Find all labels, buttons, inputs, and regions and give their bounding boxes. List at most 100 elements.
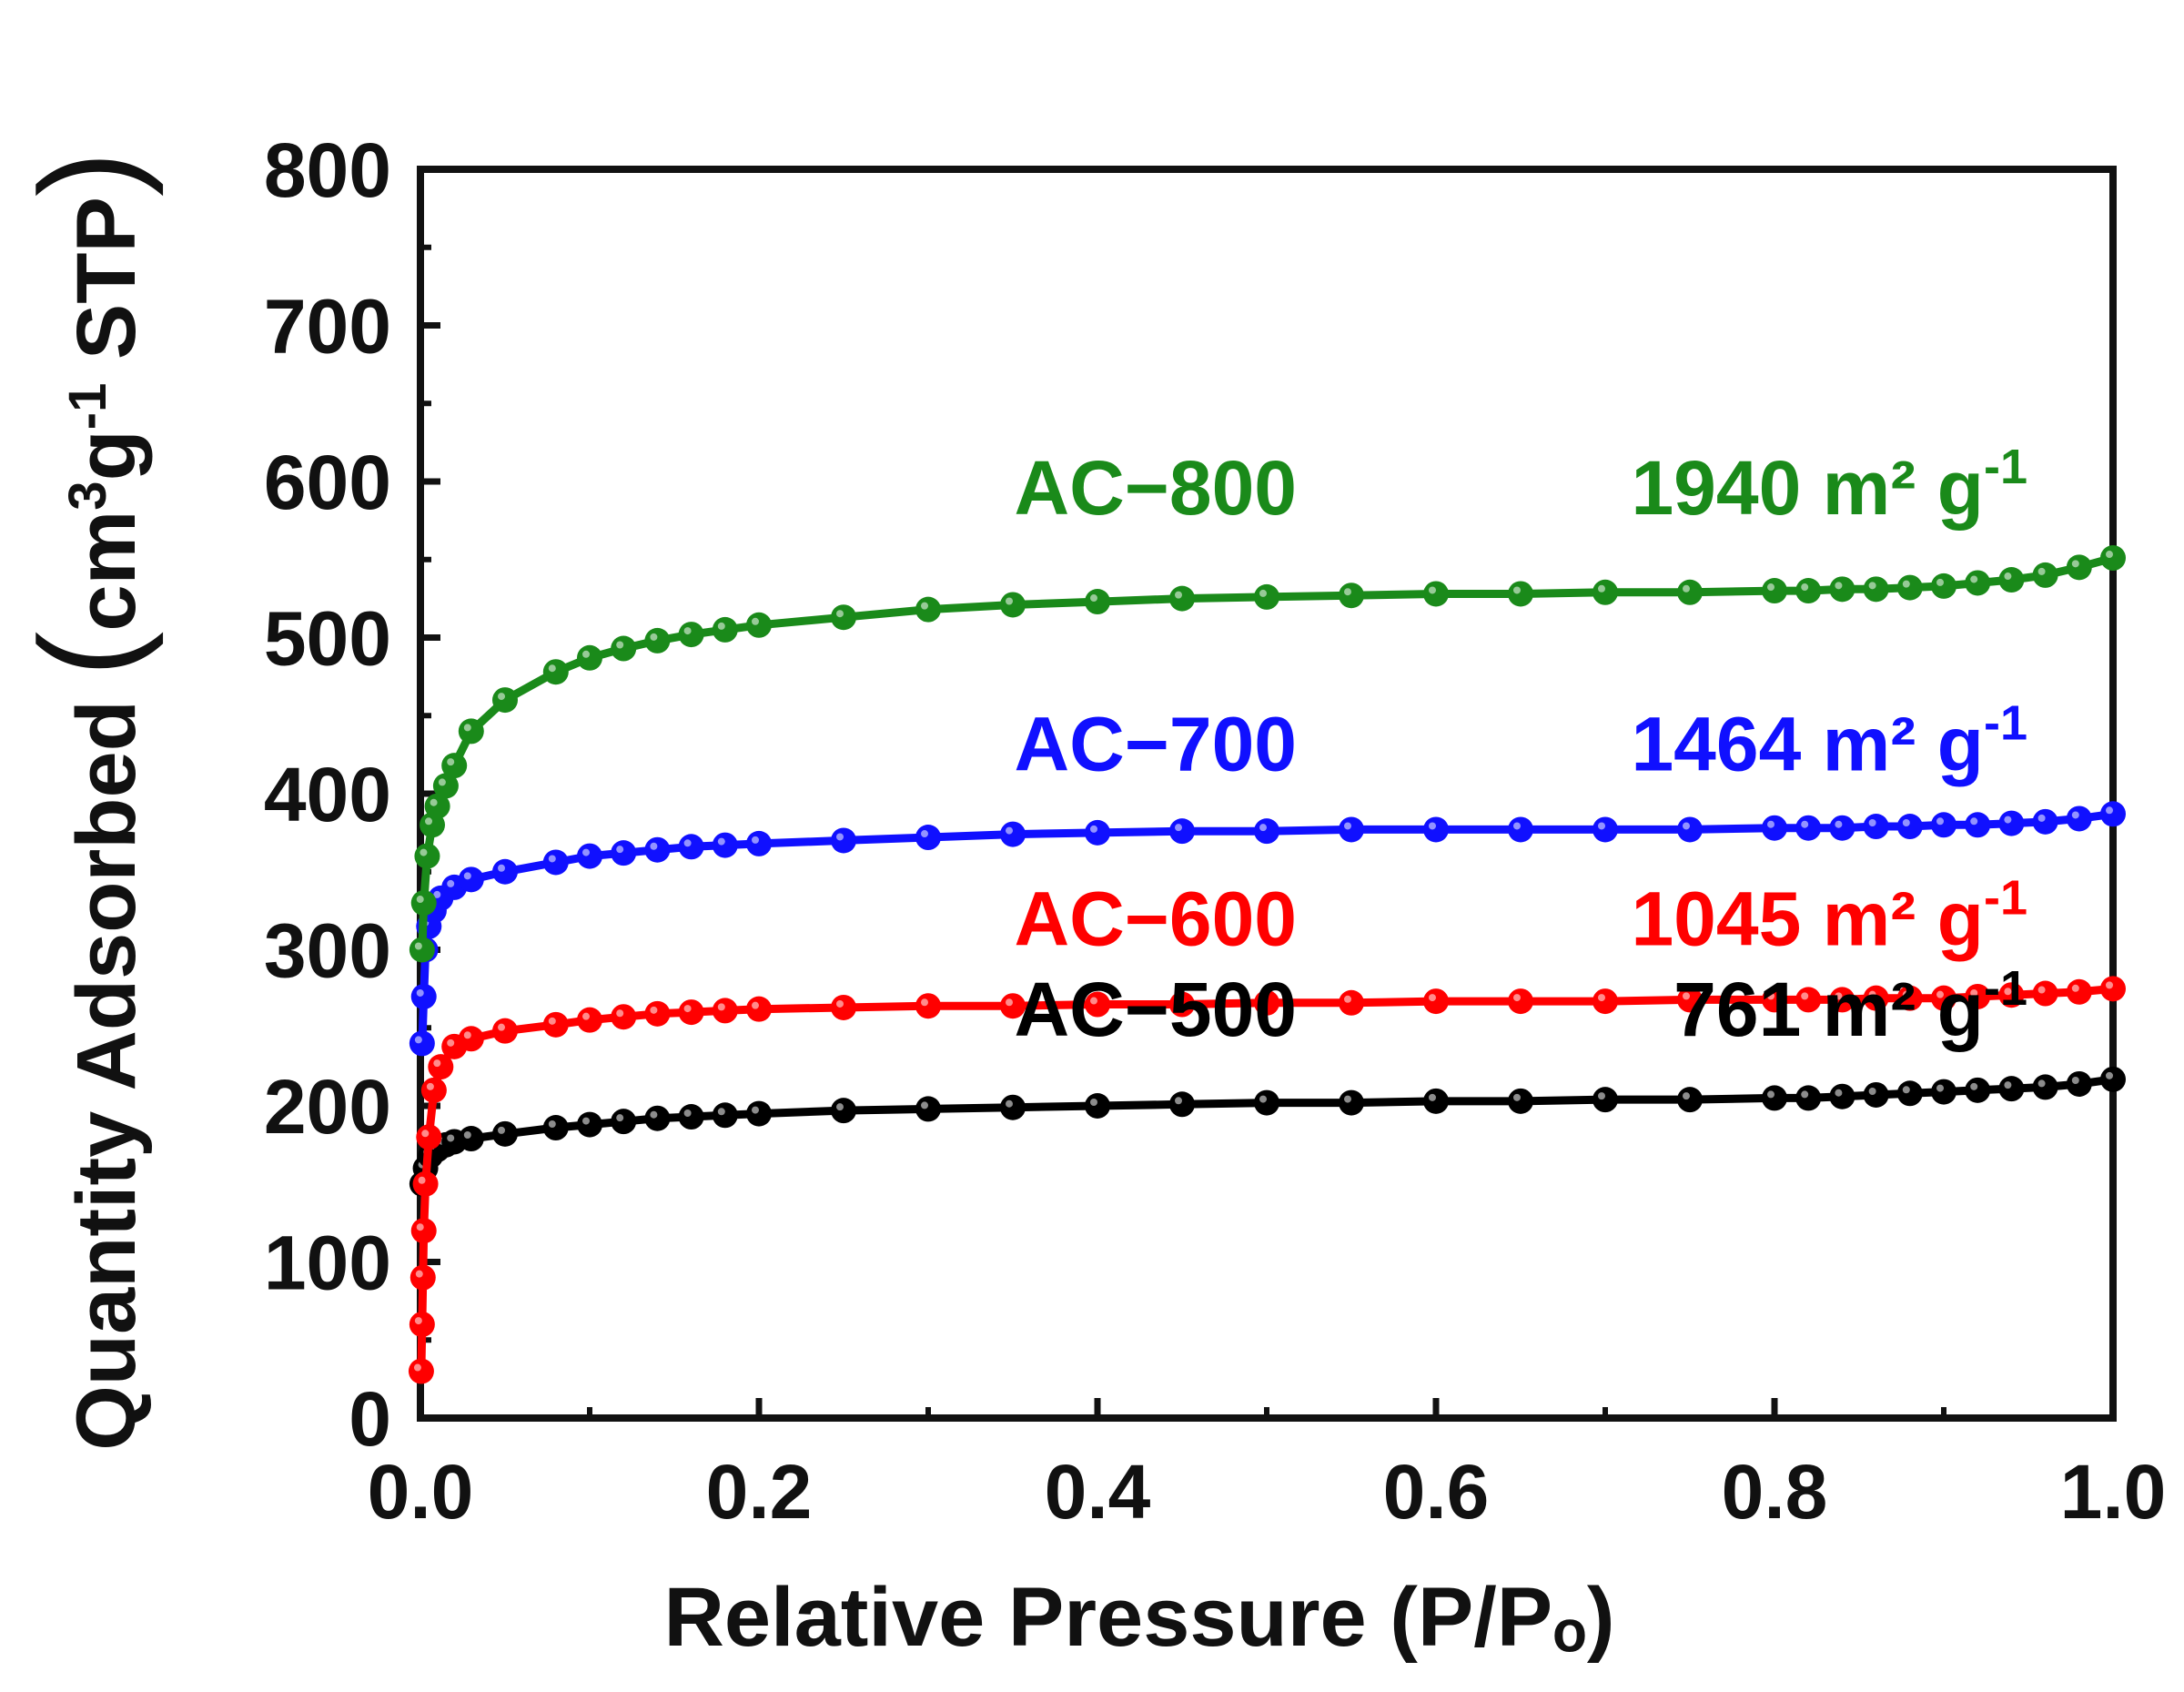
data-point-ac800: [2066, 554, 2092, 581]
surface-area-exponent: -1: [1984, 961, 2027, 1016]
data-point-highlight-ac600: [1970, 988, 1978, 997]
data-point-highlight-ac600: [426, 1082, 434, 1090]
y-tick-label: 200: [264, 1064, 391, 1150]
data-point-ac500: [678, 1104, 704, 1130]
data-point-highlight-ac800: [438, 778, 446, 786]
data-point-ac500: [1896, 1080, 1923, 1107]
data-point-highlight-ac600: [2106, 981, 2113, 989]
data-point-highlight-ac800: [1767, 583, 1774, 592]
data-point-highlight-ac500: [752, 1106, 759, 1114]
data-point-ac800: [831, 604, 856, 631]
data-point-ac700: [1592, 816, 1618, 843]
data-point-ac700: [915, 825, 941, 851]
data-point-highlight-ac600: [1902, 990, 1910, 998]
data-point-ac500: [712, 1102, 738, 1129]
data-point-ac800: [1169, 585, 1195, 612]
series-ac500: [409, 1066, 2126, 1197]
data-point-ac500: [1677, 1087, 1703, 1113]
data-point-highlight-ac800: [836, 610, 844, 618]
surface-area-unit: m² g: [1823, 701, 1984, 786]
data-point-ac500: [1339, 1089, 1364, 1116]
data-point-ac500: [1254, 1089, 1279, 1116]
y-axis-unit-g: g: [60, 430, 153, 481]
surface-area-ac700: 1464 m² g-1: [1631, 695, 2027, 786]
data-point-ac500: [1998, 1076, 2025, 1102]
data-point-ac600: [2100, 976, 2126, 1002]
data-point-ac600: [1965, 983, 1991, 1009]
data-point-ac600: [1000, 993, 1026, 1019]
data-point-ac800: [1677, 579, 1703, 605]
data-point-ac500: [1169, 1091, 1195, 1118]
data-point-highlight-ac500: [1801, 1090, 1809, 1099]
data-point-ac600: [542, 1011, 569, 1038]
data-point-ac800: [424, 793, 450, 819]
data-point-ac600: [644, 1000, 671, 1027]
data-point-highlight-ac800: [416, 896, 424, 904]
data-point-ac700: [409, 1030, 435, 1057]
data-point-highlight-ac500: [447, 1134, 455, 1142]
y-axis-tick-labels: 0 100 200 300 400 500 600 700 800: [264, 127, 391, 1462]
data-point-highlight-ac800: [1970, 575, 1978, 583]
data-point-ac700: [831, 827, 856, 854]
data-point-highlight-ac700: [921, 830, 928, 838]
data-point-highlight-ac800: [463, 724, 471, 732]
data-point-ac800: [492, 687, 518, 714]
data-point-ac500: [915, 1096, 941, 1122]
data-point-highlight-ac600: [416, 1223, 424, 1231]
data-point-highlight-ac700: [2037, 814, 2046, 822]
data-point-ac700: [1000, 821, 1026, 847]
data-point-highlight-ac800: [717, 622, 725, 630]
surface-area-value: 1464: [1631, 701, 1822, 786]
data-point-ac500: [1931, 1079, 1956, 1105]
data-point-ac800: [678, 622, 704, 648]
data-point-ac600: [458, 1026, 484, 1052]
data-point-ac600: [2032, 980, 2058, 1007]
data-point-highlight-ac700: [1801, 820, 1809, 828]
data-point-ac600: [1254, 989, 1279, 1016]
data-point-highlight-ac700: [836, 833, 844, 841]
data-point-highlight-ac500: [683, 1109, 692, 1118]
data-point-ac500: [746, 1100, 772, 1127]
data-point-highlight-ac700: [1090, 825, 1097, 833]
data-point-highlight-ac500: [1598, 1092, 1605, 1100]
data-point-ac600: [1085, 991, 1110, 1018]
data-point-highlight-ac800: [1868, 582, 1876, 590]
data-point-ac700: [1998, 810, 2025, 836]
data-point-ac800: [1085, 589, 1110, 615]
data-point-highlight-ac800: [1090, 594, 1097, 603]
data-point-ac800: [1508, 581, 1533, 607]
data-point-highlight-ac700: [1429, 822, 1436, 830]
data-point-highlight-ac600: [415, 1270, 423, 1278]
data-point-highlight-ac500: [548, 1120, 556, 1129]
data-point-ac800: [1423, 581, 1449, 607]
data-point-highlight-ac700: [447, 879, 455, 887]
data-point-ac500: [1085, 1093, 1110, 1119]
data-point-highlight-ac600: [498, 1023, 505, 1031]
data-point-ac700: [2066, 805, 2092, 832]
data-point-ac800: [611, 635, 637, 662]
surface-area-ac800: 1940 m² g-1: [1631, 440, 2027, 531]
data-point-ac600: [611, 1004, 637, 1030]
data-point-highlight-ac600: [1513, 994, 1521, 1002]
data-point-highlight-ac600: [2071, 984, 2079, 992]
data-point-highlight-ac700: [1175, 824, 1182, 832]
surface-area-exponent: -1: [1984, 695, 2027, 750]
data-point-highlight-ac500: [650, 1110, 658, 1119]
data-point-highlight-ac800: [616, 641, 624, 649]
data-point-ac600: [408, 1358, 434, 1384]
data-point-highlight-ac800: [921, 602, 928, 610]
data-point-highlight-ac600: [548, 1017, 556, 1025]
data-point-highlight-ac700: [1259, 824, 1267, 832]
data-point-ac600: [412, 1170, 439, 1197]
data-point-ac800: [577, 644, 602, 671]
data-point-highlight-ac600: [650, 1006, 658, 1014]
data-point-ac500: [542, 1115, 569, 1141]
data-point-highlight-ac800: [1683, 584, 1690, 593]
data-point-highlight-ac700: [616, 846, 624, 854]
data-point-ac800: [644, 627, 671, 653]
data-point-ac500: [492, 1120, 518, 1147]
data-point-ac700: [1965, 812, 1991, 838]
data-point-ac600: [1896, 985, 1923, 1011]
data-point-highlight-ac800: [1835, 582, 1843, 590]
data-point-highlight-ac800: [2037, 567, 2046, 575]
